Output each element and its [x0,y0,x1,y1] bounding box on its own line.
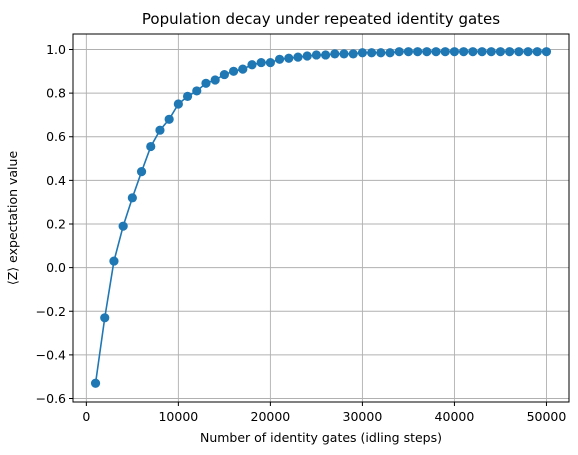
data-point [339,49,349,59]
y-tick-label: −0.4 [36,347,66,362]
data-point [523,47,533,57]
data-point [514,47,524,57]
chart-title: Population decay under repeated identity… [142,10,500,28]
data-point [274,54,285,64]
plot-frame [72,33,570,403]
data-point [505,47,515,57]
y-tick-label: 0.6 [46,129,66,144]
data-point [146,141,156,152]
data-point [247,60,257,70]
x-tick-label: 50000 [527,409,567,424]
y-tick-label: 0.2 [46,216,66,231]
data-point [495,47,506,57]
data-point [468,47,478,57]
data-point [403,47,414,57]
data-point [100,313,110,323]
data-point [238,64,248,74]
data-point [486,47,496,57]
data-point [357,48,368,58]
data-point [201,78,211,88]
y-tick-label: 0.0 [46,260,66,275]
data-point [173,99,183,109]
data-point [155,125,165,135]
data-point [367,48,377,58]
tick-layer: 0 10000 20000 30000 40000 50000 −0.6 −0.4 −0.2 0.… [36,42,567,424]
data-point [477,47,487,57]
data-point [256,57,266,68]
data-point [192,86,202,96]
grid-layer [73,34,569,402]
data-point [376,48,386,58]
data-point [449,47,460,57]
data-point [109,256,119,266]
data-point [348,49,358,59]
y-tick-label: 0.4 [46,173,66,188]
data-point [440,47,450,57]
x-tick-label: 20000 [251,409,291,424]
y-tick-label: 1.0 [46,42,66,57]
data-point [321,50,331,60]
data-point [284,53,294,63]
data-point [136,167,147,177]
data-point [164,114,174,124]
y-tick-label: −0.6 [36,391,66,406]
data-point [532,47,542,57]
data-point [459,47,469,57]
data-point [219,69,229,80]
data-point [210,75,220,85]
y-tick-label: 0.8 [46,86,66,101]
y-tick-label: −0.2 [36,304,66,319]
x-tick-label: 40000 [435,409,475,424]
data-point [182,91,193,101]
x-axis-label: Number of identity gates (idling steps) [200,430,442,445]
data-point [541,47,552,57]
data-point [431,47,441,57]
x-tick-label: 0 [82,409,90,424]
data-point [228,66,239,76]
x-tick-label: 30000 [343,409,383,424]
data-point [293,52,303,62]
series-layer [90,47,552,388]
data-point [394,47,404,57]
data-point [90,378,101,388]
data-point [422,47,432,57]
x-tick-label: 10000 [158,409,198,424]
data-point [311,50,321,60]
y-axis-label: ⟨Z⟩ expectation value [5,151,20,286]
data-point [118,221,128,231]
data-point [127,193,137,203]
data-point [302,51,312,61]
data-point [385,48,395,58]
data-point [330,49,340,59]
data-point [265,57,275,68]
data-point [413,47,423,57]
